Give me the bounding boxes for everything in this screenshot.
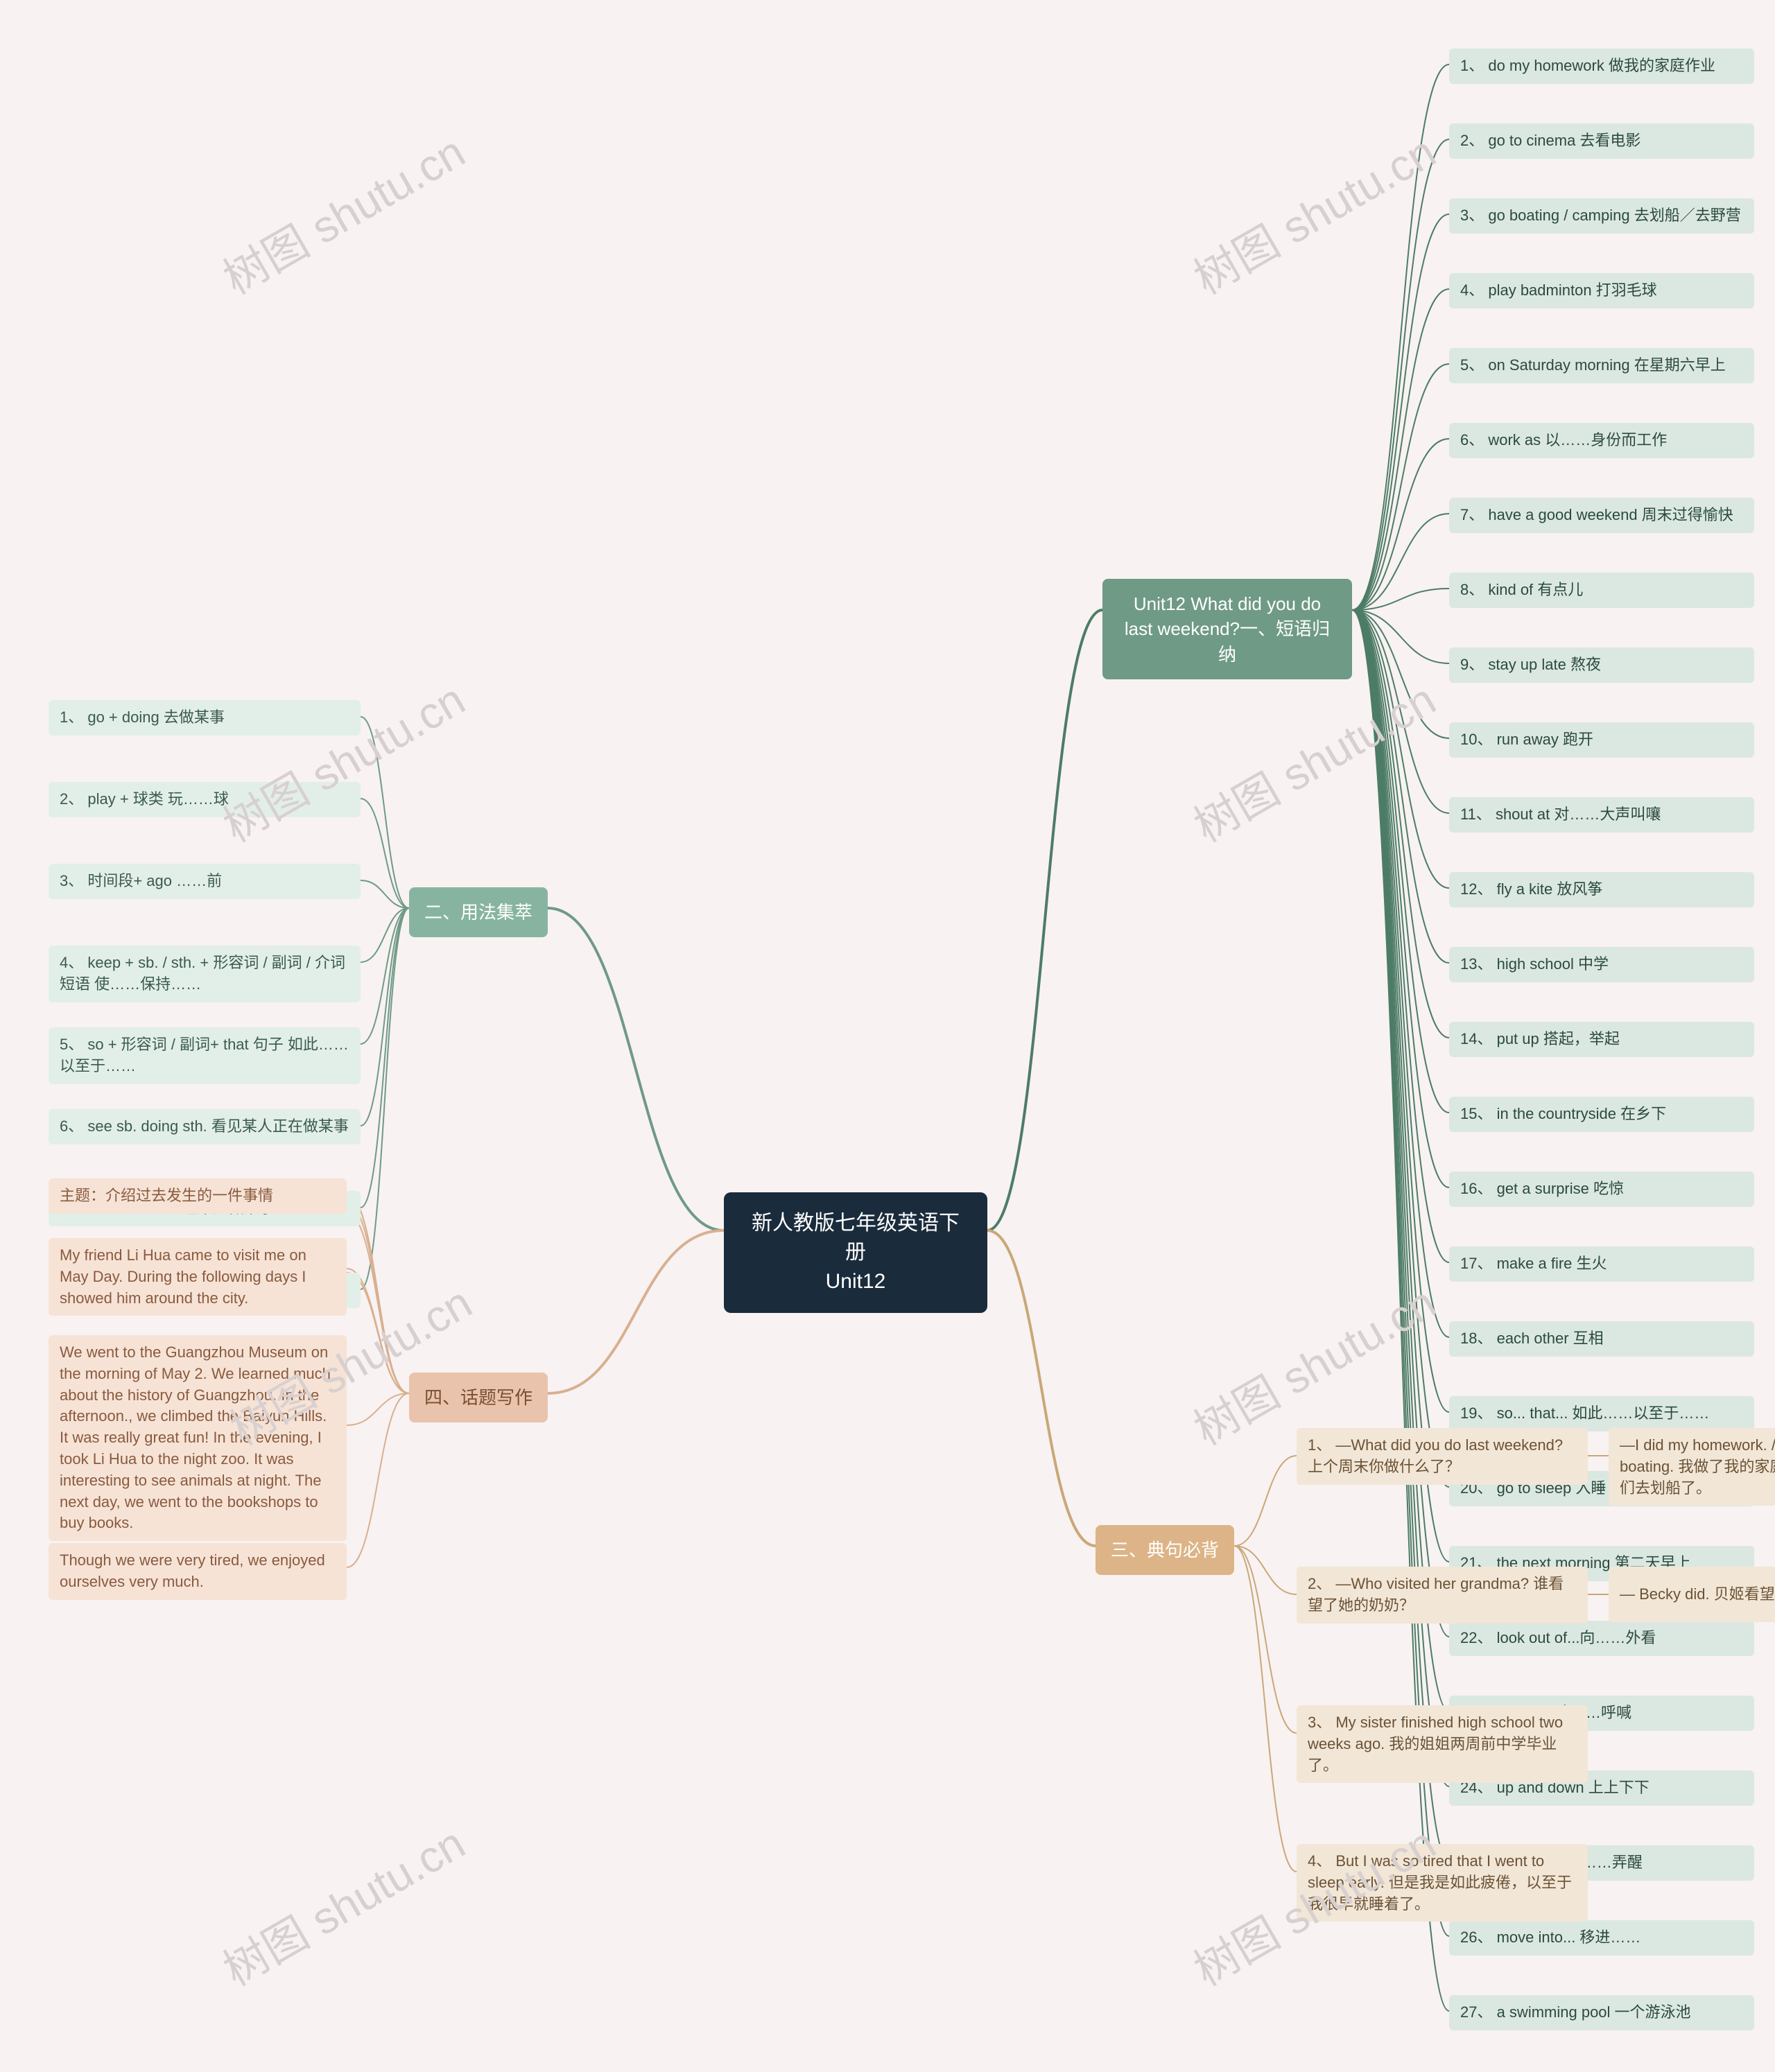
branch-b1: Unit12 What did you do last weekend?一、短语…: [1102, 579, 1352, 679]
leaf-b4-0: 主题：介绍过去发生的一件事情: [49, 1178, 347, 1214]
leaf-b1-6: 7、 have a good weekend 周末过得愉快: [1449, 498, 1754, 533]
leaf-b2-1: 2、 play + 球类 玩……球: [49, 782, 361, 817]
leaf-b3-0: 1、 —What did you do last weekend? 上个周末你做…: [1297, 1428, 1588, 1485]
leaf-b4-2: We went to the Guangzhou Museum on the m…: [49, 1335, 347, 1541]
leaf-b1-1: 2、 go to cinema 去看电影: [1449, 123, 1754, 159]
leaf-b3-2: 3、 My sister finished high school two we…: [1297, 1705, 1588, 1783]
leaf-b1-7: 8、 kind of 有点儿: [1449, 573, 1754, 608]
leaf-b1-2: 3、 go boating / camping 去划船／去野营: [1449, 198, 1754, 234]
leaf-b4-3: Though we were very tired, we enjoyed ou…: [49, 1543, 347, 1600]
leaf-b2-3: 4、 keep + sb. / sth. + 形容词 / 副词 / 介词短语 使…: [49, 946, 361, 1002]
root-node: 新人教版七年级英语下册 Unit12: [724, 1192, 987, 1313]
leaf-b1-26: 27、 a swimming pool 一个游泳池: [1449, 1995, 1754, 2030]
leaf-b1-18: 19、 so... that... 如此……以至于……: [1449, 1396, 1754, 1431]
leaf-b3-3: 4、 But I was so tired that I went to sle…: [1297, 1844, 1588, 1922]
leaf-b1-25: 26、 move into... 移进……: [1449, 1920, 1754, 1956]
leaf-b2-4: 5、 so + 形容词 / 副词+ that 句子 如此……以至于……: [49, 1027, 361, 1084]
leaf-b1-15: 16、 get a surprise 吃惊: [1449, 1172, 1754, 1207]
leaf-b1-5: 6、 work as 以……身份而工作: [1449, 423, 1754, 458]
branch-b4: 四、话题写作: [409, 1373, 548, 1422]
leaf-b1-17: 18、 each other 互相: [1449, 1321, 1754, 1357]
leaf-b1-0: 1、 do my homework 做我的家庭作业: [1449, 49, 1754, 84]
watermark: 树图 shutu.cn: [1181, 665, 1446, 855]
branch-b3: 三、典句必背: [1096, 1525, 1234, 1575]
leaf-b1-3: 4、 play badminton 打羽毛球: [1449, 273, 1754, 308]
leaf-b3-1-sub: — Becky did. 贝姬看望了。: [1609, 1567, 1775, 1622]
leaf-b3-1: 2、 —Who visited her grandma? 谁看望了她的奶奶？: [1297, 1567, 1588, 1623]
leaf-b1-4: 5、 on Saturday morning 在星期六早上: [1449, 348, 1754, 383]
branch-b2: 二、用法集萃: [409, 887, 548, 937]
leaf-b4-1: My friend Li Hua came to visit me on May…: [49, 1238, 347, 1316]
leaf-b1-13: 14、 put up 搭起，举起: [1449, 1022, 1754, 1057]
leaf-b2-5: 6、 see sb. doing sth. 看见某人正在做某事: [49, 1109, 361, 1144]
leaf-b1-14: 15、 in the countryside 在乡下: [1449, 1097, 1754, 1132]
leaf-b1-9: 10、 run away 跑开: [1449, 722, 1754, 758]
leaf-b3-0-sub: —I did my homework. / We went boating. 我…: [1609, 1428, 1775, 1506]
leaf-b2-0: 1、 go + doing 去做某事: [49, 700, 361, 735]
watermark: 树图 shutu.cn: [210, 1809, 475, 1999]
leaf-b2-2: 3、 时间段+ ago ……前: [49, 864, 361, 899]
leaf-b1-21: 22、 look out of...向……外看: [1449, 1621, 1754, 1656]
watermark: 树图 shutu.cn: [210, 117, 475, 307]
watermark: 树图 shutu.cn: [210, 665, 475, 855]
leaf-b1-12: 13、 high school 中学: [1449, 947, 1754, 982]
watermark: 树图 shutu.cn: [1181, 117, 1446, 307]
leaf-b1-11: 12、 fly a kite 放风筝: [1449, 872, 1754, 907]
leaf-b1-16: 17、 make a fire 生火: [1449, 1246, 1754, 1282]
leaf-b1-8: 9、 stay up late 熬夜: [1449, 647, 1754, 683]
leaf-b1-10: 11、 shout at 对……大声叫嚷: [1449, 797, 1754, 833]
